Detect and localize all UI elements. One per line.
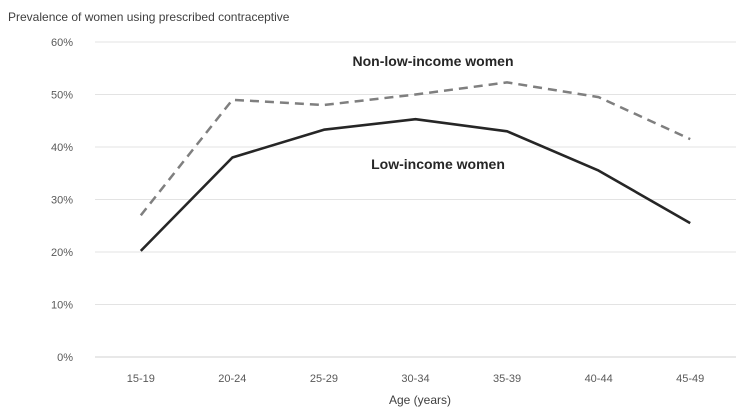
series-line-non-low-income	[139, 81, 691, 217]
data-point	[139, 213, 143, 217]
x-tick-label: 20-24	[218, 373, 246, 385]
data-point	[414, 117, 418, 121]
data-point	[139, 249, 143, 253]
y-tick-label: 20%	[51, 247, 73, 259]
y-tick-label: 60%	[51, 37, 73, 49]
y-tick-label: 50%	[51, 90, 73, 102]
data-point	[322, 128, 326, 132]
data-point	[597, 169, 601, 173]
data-point	[688, 137, 692, 141]
data-point	[230, 156, 234, 160]
y-tick-label: 10%	[51, 300, 73, 312]
data-point	[597, 95, 601, 99]
x-tick-label: 30-34	[401, 373, 429, 385]
data-point	[230, 98, 234, 102]
x-tick-label: 35-39	[493, 373, 521, 385]
data-point	[414, 93, 418, 97]
series-line-low-income	[139, 117, 691, 252]
data-point	[505, 80, 509, 84]
x-tick-label: 15-19	[127, 373, 155, 385]
series-label-non-low-income: Non-low-income women	[353, 53, 514, 69]
data-point	[688, 221, 692, 225]
y-tick-label: 30%	[51, 195, 73, 207]
data-point	[505, 129, 509, 133]
y-axis-ticks: 0% 10% 20% 30% 40% 50% 60%	[51, 37, 73, 364]
y-axis-title: Prevalence of women using prescribed con…	[8, 10, 290, 24]
x-tick-label: 45-49	[676, 373, 704, 385]
x-axis-ticks: 15-19 20-24 25-29 30-34 35-39 40-44 45-49	[127, 373, 705, 385]
series-label-low-income: Low-income women	[371, 156, 505, 172]
x-axis-title: Age (years)	[389, 393, 451, 407]
y-tick-label: 40%	[51, 142, 73, 154]
data-point	[322, 103, 326, 107]
y-tick-label: 0%	[57, 352, 73, 364]
series-lines	[139, 80, 692, 253]
x-tick-label: 25-29	[310, 373, 338, 385]
x-tick-label: 40-44	[585, 373, 613, 385]
